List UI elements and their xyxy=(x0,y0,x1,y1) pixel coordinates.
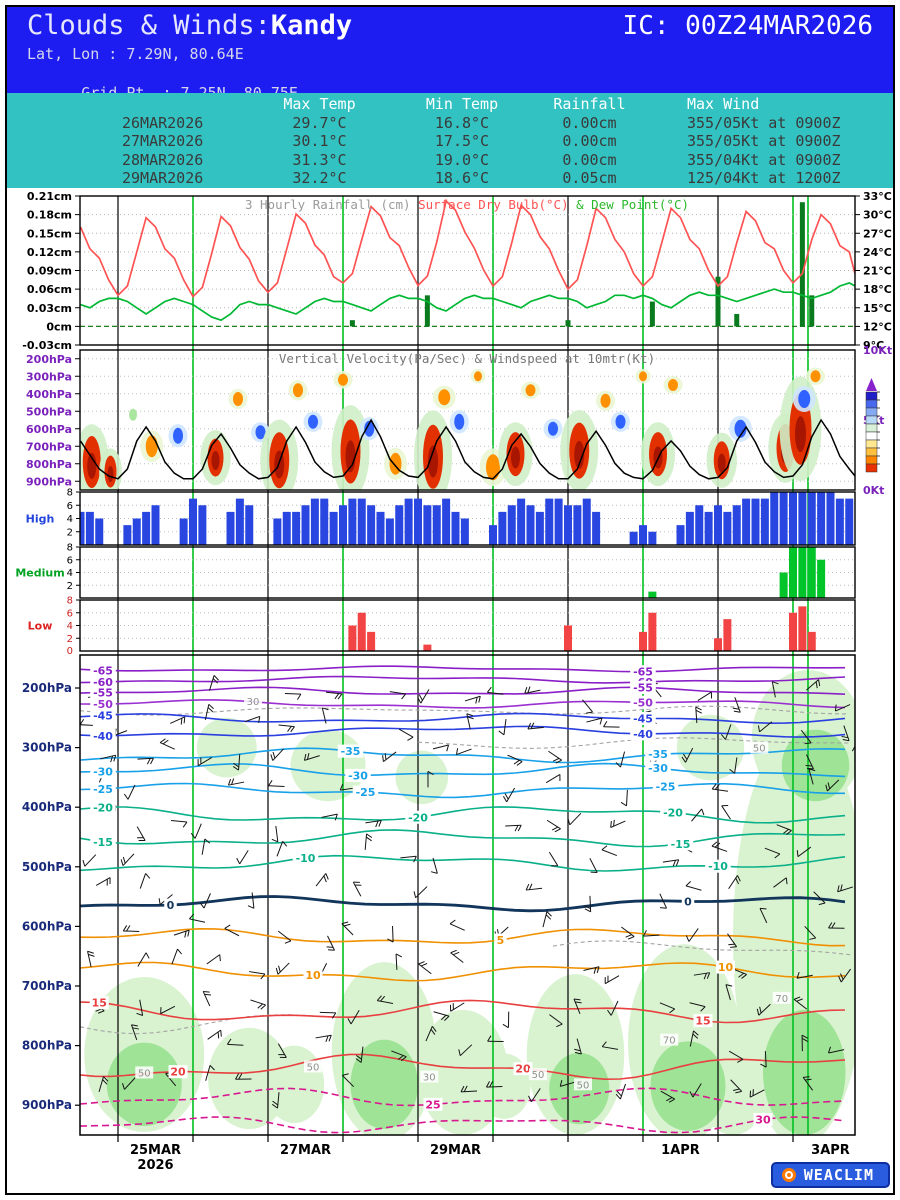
table-cell-min-temp: 18.6°C xyxy=(434,169,490,188)
table-row: 27MAR2026 30.1°C 17.5°C 0.00cm 355/05Kt at 0… xyxy=(102,132,893,151)
forecast-table-body: 26MAR2026 29.7°C 16.8°C 0.00cm 355/05Kt at 0… xyxy=(7,114,893,188)
table-cell-date: 27MAR2026 xyxy=(122,132,204,151)
table-row: 26MAR2026 29.7°C 16.8°C 0.00cm 355/05Kt at 0… xyxy=(102,114,893,133)
table-header-cell xyxy=(102,95,247,114)
table-cell-max-temp: 30.1°C xyxy=(292,132,347,151)
header-title-row: Clouds & Winds:Kandy IC: 00Z24MAR2026 xyxy=(27,10,873,42)
table-cell-max-temp: 29.7°C xyxy=(292,113,347,132)
table-row: 29MAR2026 32.2°C 18.6°C 0.05cm 125/04Kt at 1… xyxy=(102,169,893,188)
outer-border xyxy=(5,5,895,1195)
table-cell-date: 26MAR2026 xyxy=(122,113,204,132)
title-prefix: Clouds & Winds: xyxy=(27,10,271,41)
table-cell-max-temp: 31.3°C xyxy=(292,150,347,169)
table-cell-rainfall: 0.00cm xyxy=(562,150,617,169)
table-header-cell: Max Temp xyxy=(283,95,356,113)
page-title: Clouds & Winds:Kandy xyxy=(27,10,352,41)
weaclim-logo-text: WEACLIM xyxy=(803,1166,874,1184)
table-header-cell: Max Wind xyxy=(687,95,760,113)
table-cell-min-temp: 16.8°C xyxy=(434,113,490,132)
forecast-summary-table: Max Temp Min Temp Rainfall Max Wind 26MAR20… xyxy=(7,93,893,188)
table-header-cell: Min Temp xyxy=(425,95,499,113)
table-cell-max-wind: 355/05Kt at 0900Z xyxy=(687,113,841,132)
initial-condition-label: IC: 00Z24MAR2026 xyxy=(622,11,873,41)
title-location: Kandy xyxy=(270,10,353,41)
table-cell-max-wind: 355/05Kt at 0900Z xyxy=(687,132,841,151)
table-row: 28MAR2026 31.3°C 19.0°C 0.00cm 355/04Kt at 0… xyxy=(102,151,893,170)
table-cell-max-temp: 32.2°C xyxy=(292,169,347,188)
weaclim-logo: WEACLIM xyxy=(770,1162,890,1188)
table-cell-min-temp: 19.0°C xyxy=(434,150,490,169)
header: Clouds & Winds:Kandy IC: 00Z24MAR2026 La… xyxy=(7,7,893,138)
table-cell-date: 29MAR2026 xyxy=(122,169,204,188)
table-cell-max-wind: 355/04Kt at 0900Z xyxy=(687,150,841,169)
table-cell-rainfall: 0.00cm xyxy=(562,132,617,151)
table-cell-date: 28MAR2026 xyxy=(122,150,204,169)
table-cell-rainfall: 0.00cm xyxy=(562,113,617,132)
table-cell-rainfall: 0.05cm xyxy=(562,169,617,188)
lat-lon-label: Lat, Lon : 7.29N, 80.64E xyxy=(27,45,244,63)
table-header-cell: Rainfall xyxy=(553,95,626,113)
weaclim-icon xyxy=(781,1168,796,1182)
table-cell-min-temp: 17.5°C xyxy=(434,132,490,151)
table-cell-max-wind: 125/04Kt at 1200Z xyxy=(687,169,841,188)
forecast-table-header: Max Temp Min Temp Rainfall Max Wind xyxy=(102,95,893,114)
